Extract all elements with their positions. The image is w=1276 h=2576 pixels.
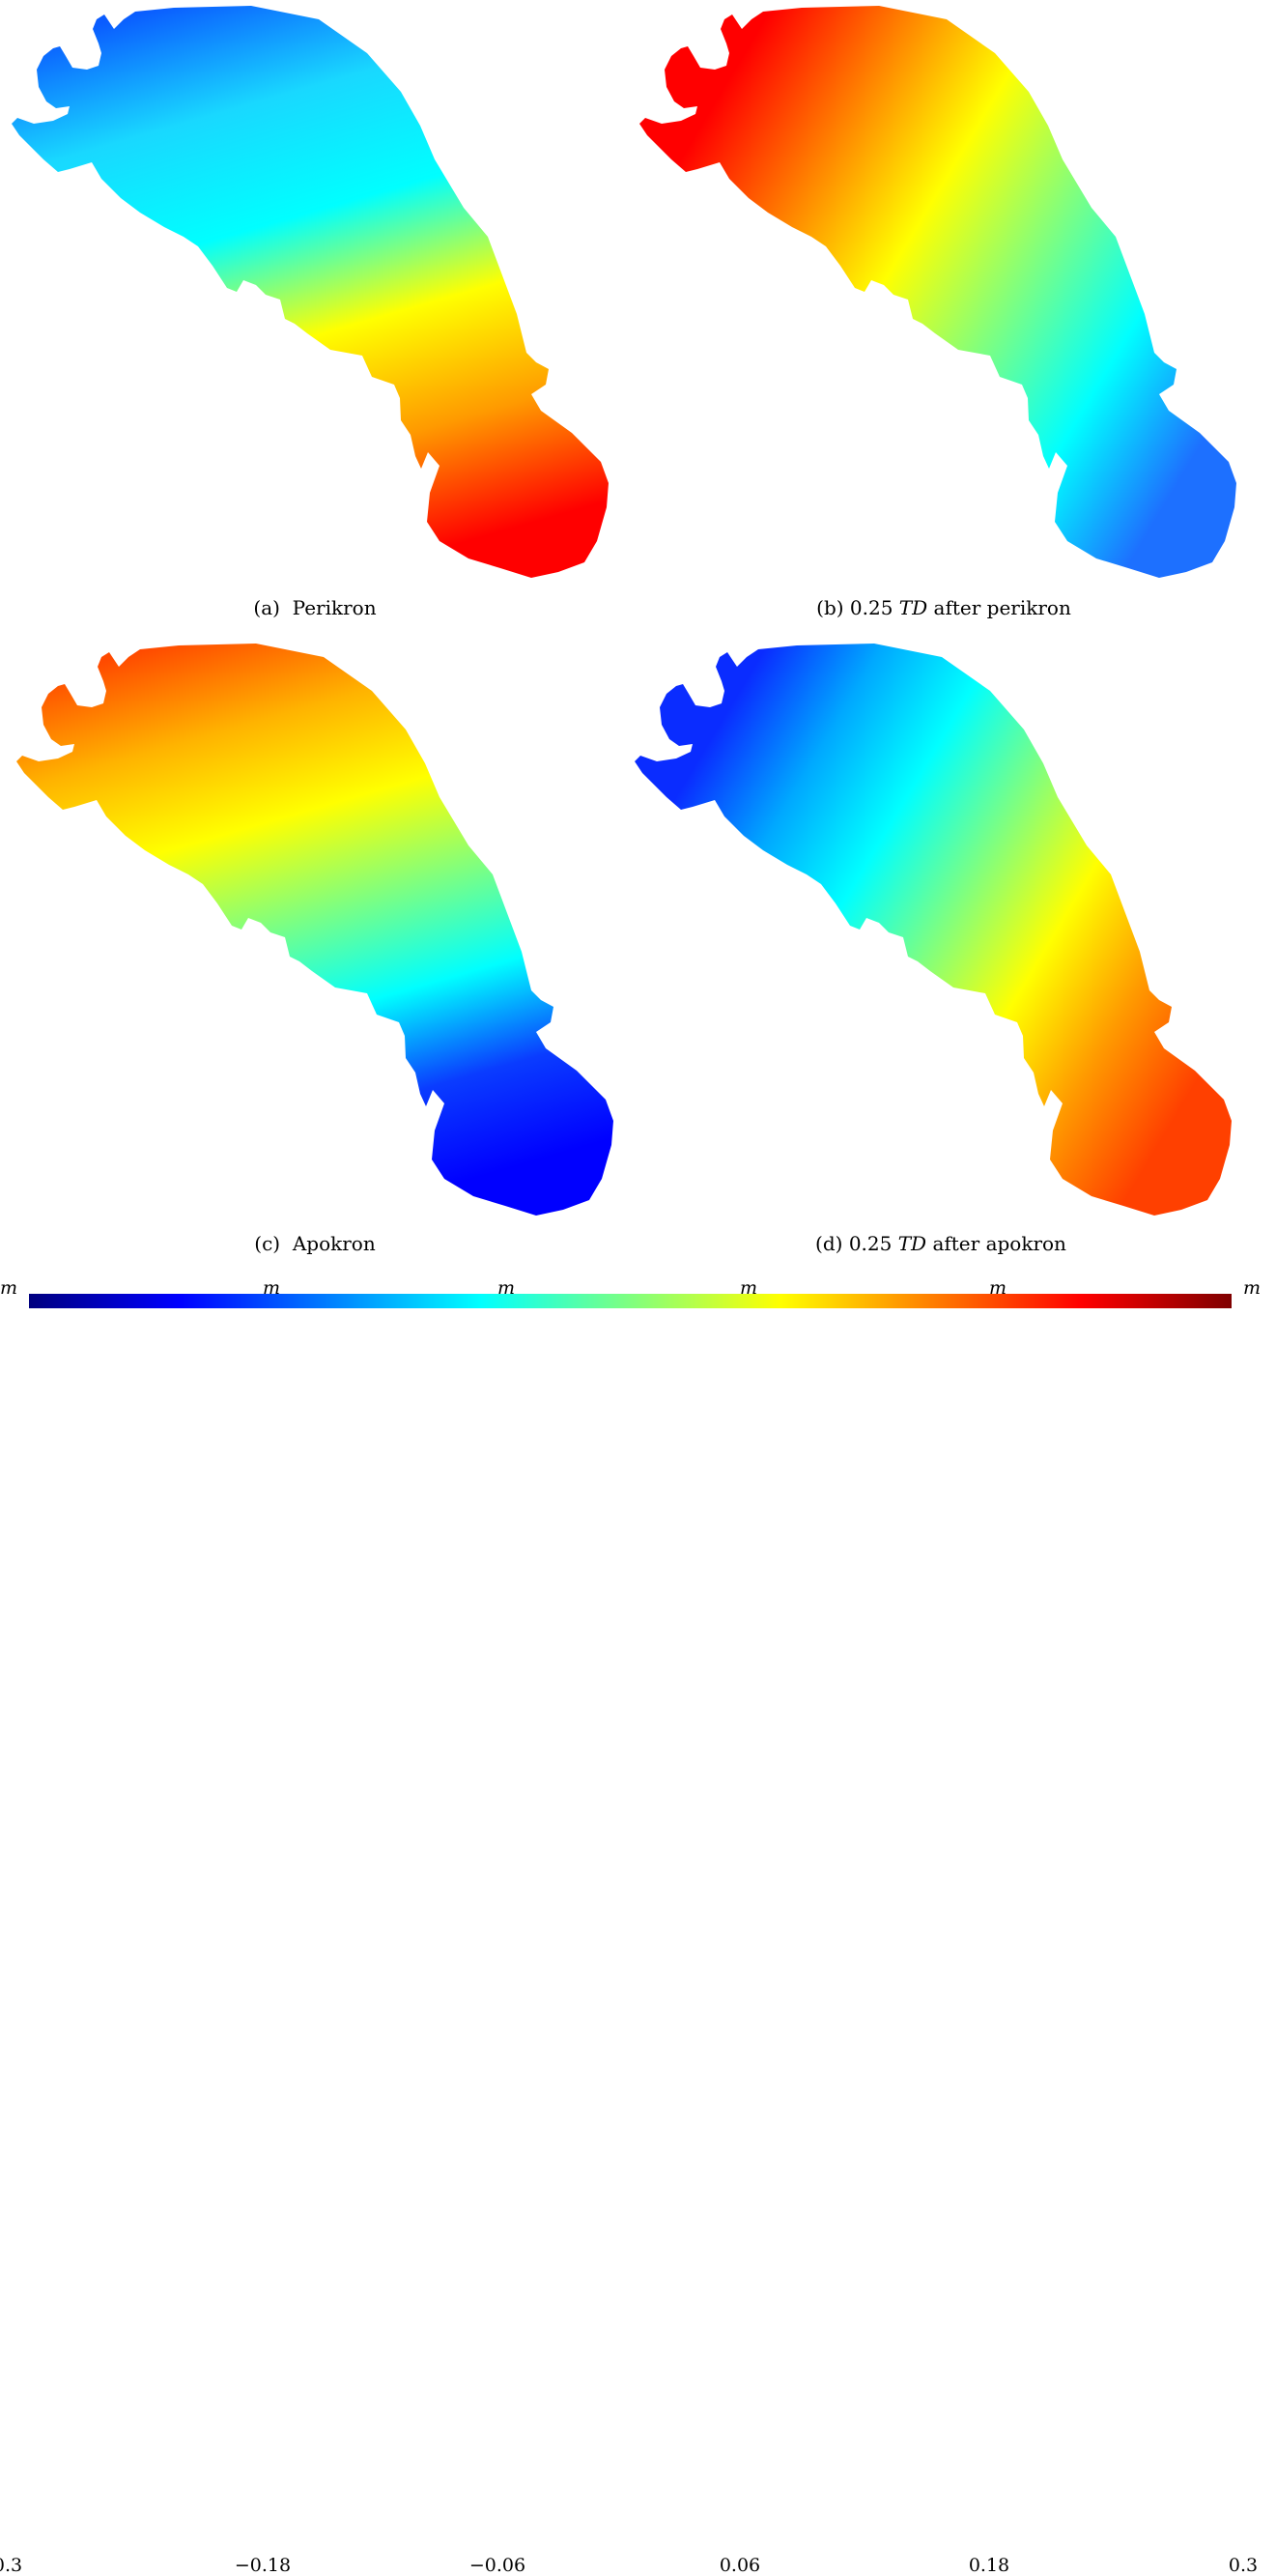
panel-d	[623, 638, 1261, 1217]
caption-d: (d) 0.25 TD after apokron	[815, 1232, 1066, 1255]
colorbar	[29, 1294, 1232, 1308]
caption-a: (a) Perikron	[253, 596, 377, 619]
lake-map-after-apokron	[635, 644, 1232, 1216]
panel-a	[0, 0, 638, 580]
lake-map-perikron	[12, 6, 609, 578]
colorbar-tick: 0.3 m	[1228, 1277, 1261, 2576]
caption-c: (c) Apokron	[254, 1232, 376, 1255]
lake-map-apokron	[16, 644, 613, 1216]
lake-map-after-perikron	[639, 6, 1236, 578]
panel-c	[5, 638, 642, 1217]
colorbar-tick: −0.3 m	[0, 1277, 23, 2576]
caption-b: (b) 0.25 TD after perikron	[816, 596, 1071, 619]
panel-b	[628, 0, 1265, 580]
